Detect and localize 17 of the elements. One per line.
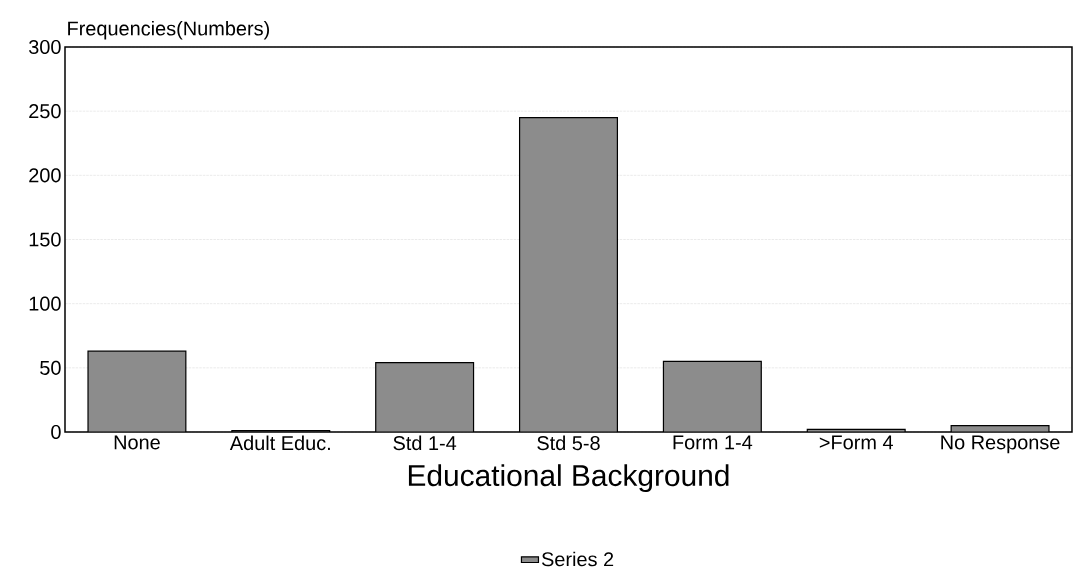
x-axis-title: Educational Background [408,464,729,493]
y-axis-title: Frequencies(Numbers) [68,20,270,40]
y-tick-label: 250 [29,104,61,119]
y-tick-label: 150 [29,232,61,247]
y-tick-label: 200 [29,168,61,183]
x-tick-label: Form 1-4 [673,435,753,450]
y-tick-label: 100 [29,296,61,311]
y-tick-label: 300 [29,39,61,55]
x-tick-label: Std 5-8 [537,435,600,451]
y-tick-label: 50 [40,360,61,375]
x-tick-label: Std 1-4 [393,435,457,451]
x-tick-label: Adult Educ. [229,435,330,451]
legend-label: Series 2 [541,551,614,567]
x-tick-label: >Form 4 [819,435,893,450]
y-tick-label: 0 [51,424,61,440]
x-tick-label: None [114,435,160,450]
x-tick-label: No Response [941,435,1060,454]
